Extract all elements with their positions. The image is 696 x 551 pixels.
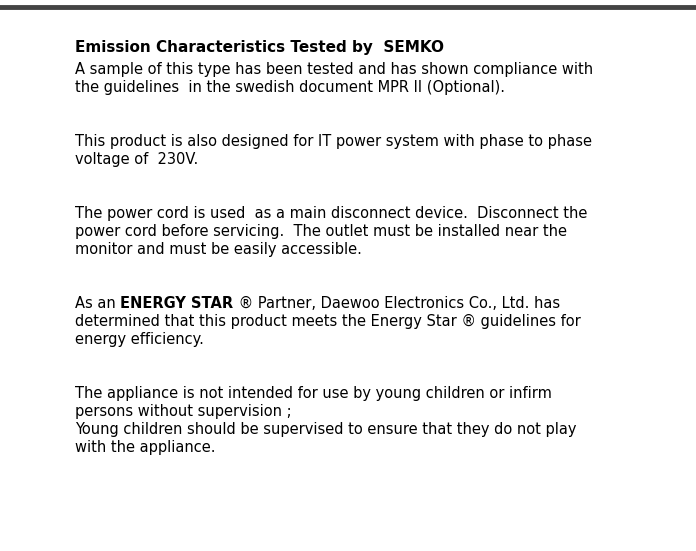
Text: persons without supervision ;: persons without supervision ; [75, 404, 292, 419]
Text: with the appliance.: with the appliance. [75, 440, 216, 455]
Text: The appliance is not intended for use by young children or infirm: The appliance is not intended for use by… [75, 386, 552, 401]
Text: determined that this product meets the Energy Star ® guidelines for: determined that this product meets the E… [75, 314, 580, 329]
Text: The power cord is used  as a main disconnect device.  Disconnect the: The power cord is used as a main disconn… [75, 206, 587, 221]
Text: Emission Characteristics Tested by  SEMKO: Emission Characteristics Tested by SEMKO [75, 40, 444, 55]
Text: ® Partner, Daewoo Electronics Co., Ltd. has: ® Partner, Daewoo Electronics Co., Ltd. … [233, 296, 560, 311]
Text: monitor and must be easily accessible.: monitor and must be easily accessible. [75, 242, 362, 257]
Text: the guidelines  in the swedish document MPR II (Optional).: the guidelines in the swedish document M… [75, 80, 505, 95]
Text: voltage of  230V.: voltage of 230V. [75, 152, 198, 167]
Text: A sample of this type has been tested and has shown compliance with: A sample of this type has been tested an… [75, 62, 593, 77]
Text: ENERGY STAR: ENERGY STAR [120, 296, 233, 311]
Text: energy efficiency.: energy efficiency. [75, 332, 204, 347]
Text: Young children should be supervised to ensure that they do not play: Young children should be supervised to e… [75, 422, 576, 437]
Text: power cord before servicing.  The outlet must be installed near the: power cord before servicing. The outlet … [75, 224, 567, 239]
Text: As an: As an [75, 296, 120, 311]
Text: This product is also designed for IT power system with phase to phase: This product is also designed for IT pow… [75, 134, 592, 149]
